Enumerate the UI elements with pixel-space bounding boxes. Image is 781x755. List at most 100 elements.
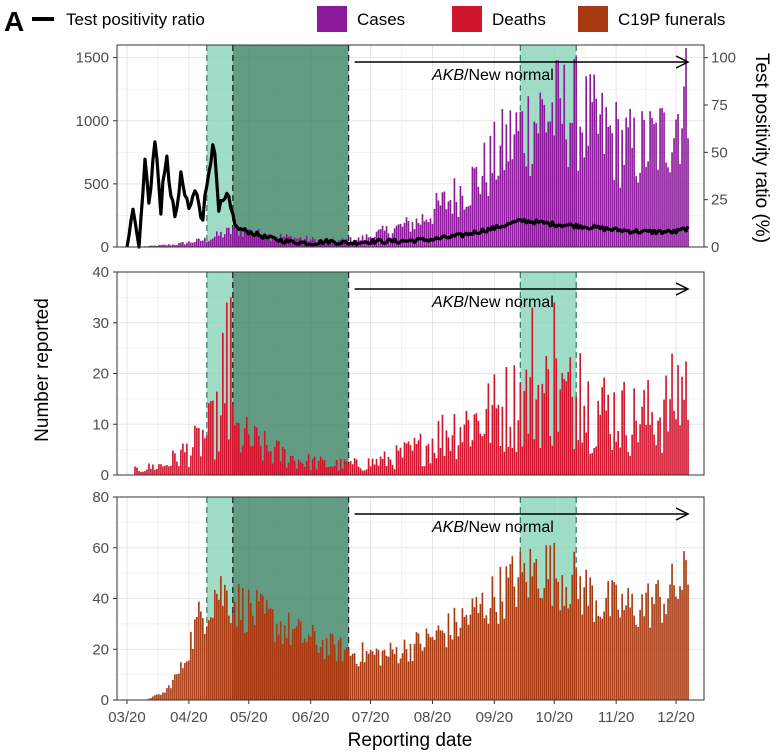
daily-bar [403, 222, 406, 247]
daily-bar [164, 692, 166, 700]
daily-bar [214, 459, 216, 475]
daily-bar [277, 239, 280, 247]
daily-bar [557, 581, 560, 700]
daily-bar [587, 145, 590, 247]
daily-bar [603, 377, 605, 475]
daily-bar [164, 244, 166, 247]
daily-bar [657, 580, 659, 700]
daily-bar [433, 452, 436, 475]
daily-bar [427, 633, 430, 700]
daily-bar [363, 470, 366, 475]
daily-bar [519, 551, 522, 700]
daily-bar [605, 107, 607, 247]
daily-bar [287, 612, 290, 700]
shaded-band-dark [232, 45, 349, 247]
daily-bar [449, 450, 452, 475]
daily-bar [172, 244, 174, 247]
daily-bar [461, 195, 464, 247]
daily-bar [365, 469, 368, 475]
y-tick-label: 40 [92, 591, 109, 608]
daily-bar [499, 566, 502, 700]
daily-bar [337, 640, 340, 700]
daily-bar [629, 607, 631, 700]
daily-bar [613, 582, 615, 700]
daily-bar [182, 443, 184, 475]
daily-bar [295, 468, 298, 475]
daily-bar [351, 464, 354, 475]
daily-bar [204, 237, 206, 247]
daily-bar [441, 414, 444, 475]
daily-bar [593, 448, 596, 475]
daily-bar [631, 593, 633, 700]
daily-bar [583, 587, 586, 700]
daily-bar [319, 456, 322, 475]
daily-bar [537, 133, 540, 247]
daily-bar [305, 235, 308, 247]
daily-bar [619, 617, 621, 700]
daily-bar [561, 575, 564, 700]
daily-bar [621, 390, 623, 475]
daily-bar [559, 610, 562, 700]
daily-bar [369, 466, 372, 475]
daily-bar [397, 663, 400, 700]
daily-bar [375, 648, 378, 700]
daily-bar [663, 399, 665, 475]
daily-bar [587, 381, 590, 475]
daily-bar [166, 464, 168, 475]
daily-bar [285, 637, 288, 700]
daily-bar [507, 446, 510, 475]
daily-bar [176, 244, 178, 247]
daily-bar [619, 447, 621, 475]
daily-bar [677, 365, 679, 475]
daily-bar [621, 593, 623, 700]
daily-bar [601, 92, 603, 248]
daily-bar [679, 163, 681, 247]
daily-bar [611, 450, 613, 475]
daily-bar [685, 361, 687, 475]
daily-bar [158, 244, 160, 247]
daily-bar [327, 467, 330, 475]
legend-label: Deaths [492, 10, 546, 29]
daily-bar [565, 381, 568, 475]
daily-bar [188, 660, 190, 700]
daily-bar [267, 451, 270, 475]
daily-bar [395, 647, 398, 700]
daily-bar [429, 218, 432, 247]
daily-bar [421, 650, 424, 700]
daily-bar [337, 470, 340, 475]
daily-bar [180, 449, 182, 475]
daily-bar [160, 694, 162, 700]
daily-bar [425, 628, 428, 700]
daily-bar [245, 631, 248, 700]
daily-bar [347, 649, 350, 700]
daily-bar [365, 651, 368, 700]
daily-bar [509, 110, 512, 248]
daily-bar [669, 172, 671, 247]
daily-bar [571, 123, 574, 247]
daily-bar [525, 166, 528, 247]
daily-bar [196, 616, 198, 700]
y-axis: 0 20 40 60 80 [92, 489, 117, 709]
daily-bar [683, 399, 685, 475]
daily-bar [605, 410, 607, 475]
daily-bar [192, 648, 194, 700]
legend-item-deaths: Deaths [452, 6, 546, 32]
daily-bar [481, 436, 484, 475]
daily-bar [235, 226, 238, 247]
daily-bar [341, 468, 344, 475]
daily-bar [445, 430, 448, 475]
daily-bar [273, 642, 276, 700]
daily-bar [333, 644, 336, 700]
daily-bar [377, 465, 380, 475]
panel-letter: A [4, 6, 24, 37]
daily-bar [655, 122, 657, 247]
new-normal-annotation: AKB/New normal [354, 55, 690, 84]
x-axis-title: Reporting date [348, 730, 473, 751]
daily-bar [515, 452, 518, 475]
daily-bar [208, 403, 210, 475]
daily-bar [631, 147, 633, 247]
daily-bar [411, 661, 414, 700]
daily-bar [457, 216, 460, 247]
